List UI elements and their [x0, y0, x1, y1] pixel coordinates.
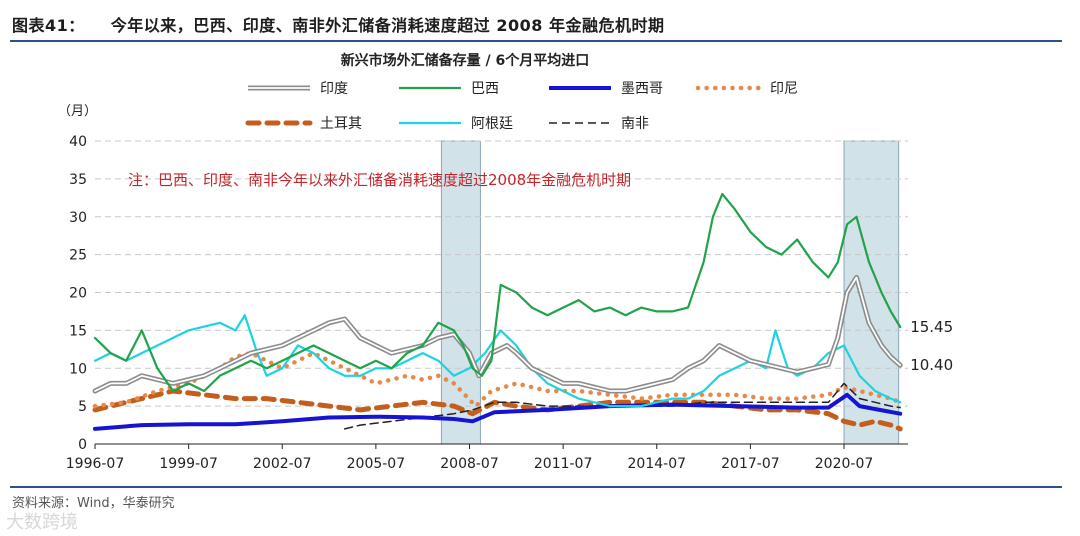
legend-label-南非: 南非 [621, 116, 649, 132]
chart-title: 新兴市场外汇储备存量 / 6个月平均进口 [341, 52, 590, 69]
x-tick-2014-07: 2014-07 [628, 456, 687, 472]
x-tick-1999-07: 1999-07 [159, 456, 218, 472]
legend-label-印度: 印度 [320, 81, 348, 97]
chart-annotation: 注：巴西、印度、南非今年以来外汇储备消耗速度超过2008年金融危机时期 [128, 171, 631, 189]
series-line-南非 [343, 382, 901, 430]
y-tick-35: 35 [69, 172, 87, 188]
x-tick-2002-07: 2002-07 [253, 456, 312, 472]
y-tick-10: 10 [69, 361, 87, 377]
legend-label-土耳其: 土耳其 [320, 116, 362, 132]
source-note: 资料来源：Wind，华泰研究 [12, 496, 175, 511]
x-tick-2008-07: 2008-07 [440, 456, 499, 472]
y-tick-30: 30 [69, 210, 87, 226]
legend-label-阿根廷: 阿根廷 [471, 116, 513, 132]
y-tick-20: 20 [69, 286, 87, 302]
series-line-土耳其 [92, 388, 903, 432]
x-tick-2011-07: 2011-07 [534, 456, 593, 472]
x-tick-2020-07: 2020-07 [815, 456, 874, 472]
y-tick-5: 5 [78, 399, 87, 415]
watermark: 大数跨境 [6, 512, 78, 533]
y-axis-label: （月） [58, 104, 97, 119]
series-line-墨西哥 [93, 392, 903, 431]
series-line-阿根廷 [93, 314, 902, 408]
end-label-印度: 10.40 [910, 356, 953, 374]
series-line-印度-inner [94, 276, 902, 392]
y-tick-0: 0 [78, 437, 87, 453]
legend-label-墨西哥: 墨西哥 [621, 81, 663, 97]
figure-number: 图表41： [12, 16, 85, 35]
x-tick-2017-07: 2017-07 [721, 456, 780, 472]
figure-title: 图表41： 今年以来，巴西、印度、南非外汇储备消耗速度超过 2008 年金融危机时… [12, 12, 664, 36]
top-rule [10, 40, 1062, 42]
end-label-巴西: 15.45 [910, 318, 953, 336]
legend-label-巴西: 巴西 [471, 81, 499, 97]
figure-title-text: 今年以来，巴西、印度、南非外汇储备消耗速度超过 2008 年金融危机时期 [110, 16, 665, 35]
y-tick-25: 25 [69, 248, 87, 264]
y-tick-40: 40 [69, 134, 87, 150]
x-tick-1996-07: 1996-07 [66, 456, 125, 472]
y-tick-15: 15 [69, 323, 87, 339]
series-line-印尼 [92, 350, 903, 409]
series-line-巴西 [93, 192, 902, 393]
plot-area: 0 5 10 15 20 25 30 35 40 1996-07 1999-07 2002-07 200… [66, 134, 953, 472]
bottom-rule [10, 486, 1062, 488]
x-tick-2005-07: 2005-07 [347, 456, 406, 472]
legend-label-印尼: 印尼 [770, 81, 798, 97]
